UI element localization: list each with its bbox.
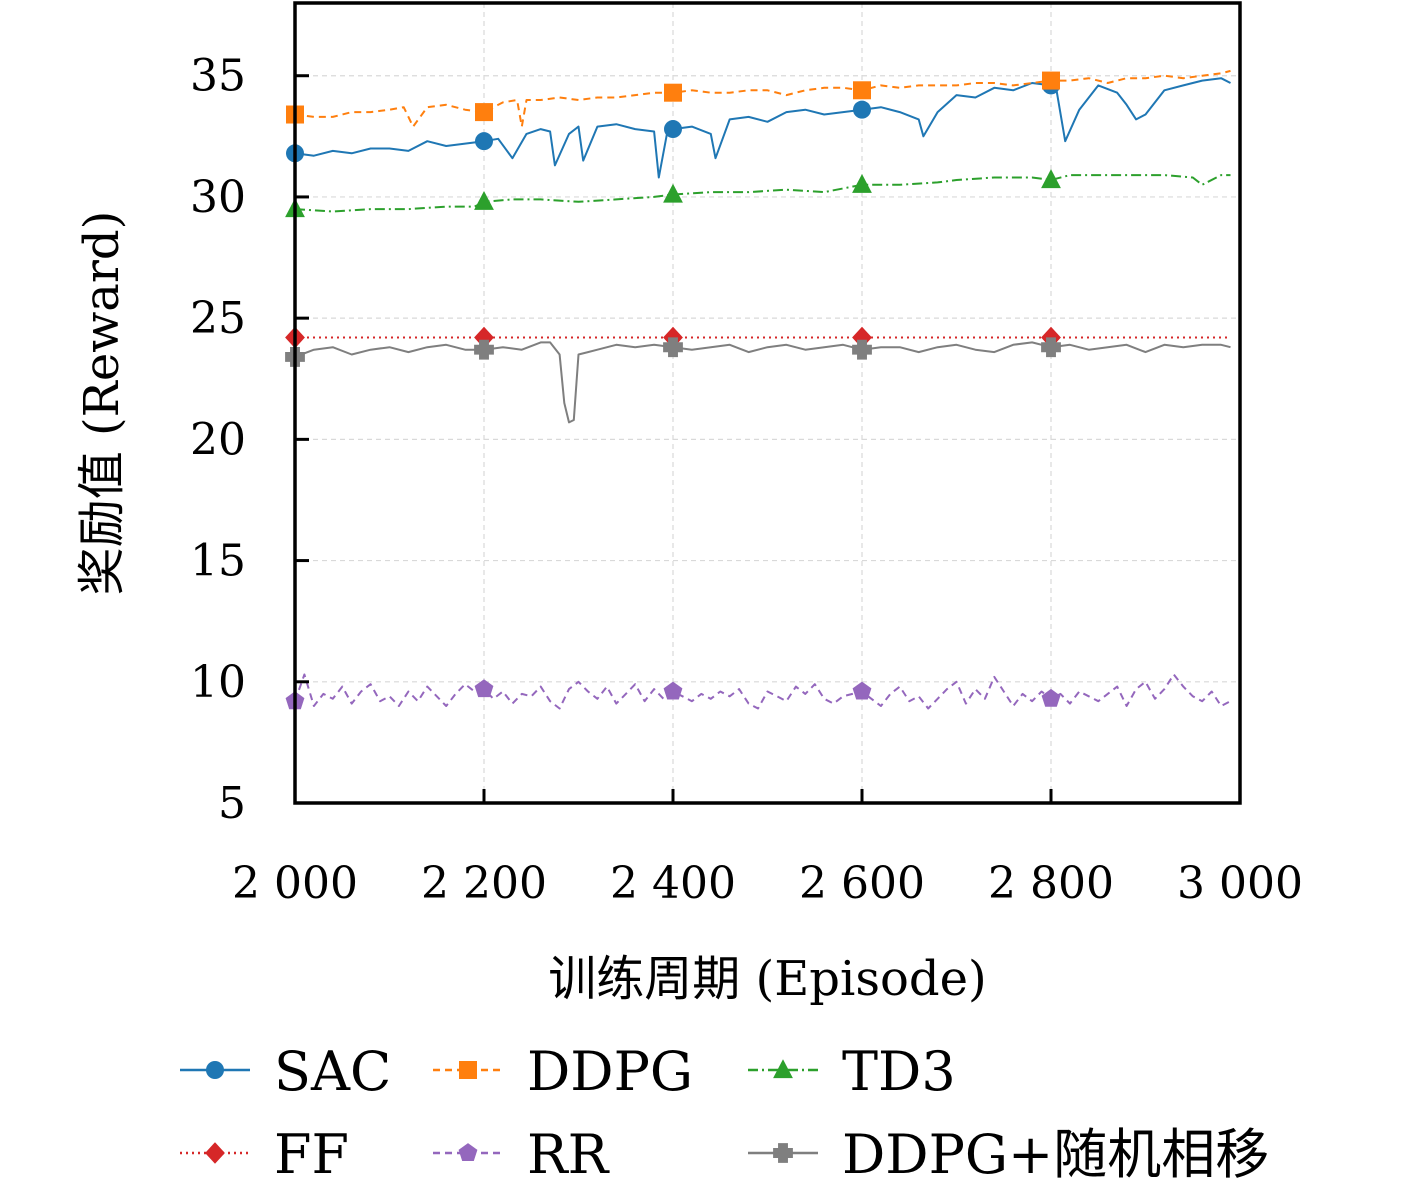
y-tick-label: 30 [190,172,246,223]
legend-label: TD3 [842,1040,956,1103]
legend-item: FF [180,1123,349,1186]
square-marker [459,1061,477,1079]
legend-label: DDPG [527,1040,693,1103]
axis-ticks [293,74,1242,805]
legend-item: RR [433,1123,610,1186]
cross-marker [474,339,494,360]
circle-marker [664,120,682,139]
x-tick-label: 3 000 [1177,858,1303,909]
circle-marker [206,1061,224,1079]
legend-label: FF [274,1123,349,1186]
legend-item: TD3 [748,1040,956,1103]
legend-item: SAC [180,1040,391,1103]
triangle-marker [474,190,494,210]
legend-label: RR [527,1123,610,1186]
diamond-marker [474,326,494,349]
series-lines [294,69,1231,710]
x-tick-label: 2 200 [421,858,547,909]
circle-marker [475,132,493,151]
cross-marker [773,1143,793,1163]
x-tick-label: 2 000 [232,858,358,909]
diamond-marker [852,326,872,349]
series-line-ddpg [294,341,1231,424]
y-tick-label: 10 [190,657,246,708]
y-tick-label: 35 [190,51,246,102]
x-tick-label: 2 600 [799,858,925,909]
triangle-marker [663,183,683,203]
series-line-rr [294,673,1231,710]
triangle-marker [1041,169,1061,189]
square-marker [664,83,682,102]
legend: SAC DDPG TD3 FF RR DDPG+随机相移 [180,1040,1269,1186]
square-marker [1042,71,1060,90]
cross-marker [852,339,872,360]
pentagon-marker [663,681,683,700]
series-line-td3 [294,174,1231,213]
series-line-ddpg [294,69,1231,128]
y-axis-title: 奖励值 (Reward) [74,211,130,596]
x-tick-label: 2 400 [610,858,736,909]
y-tick-label: 5 [218,778,246,829]
square-marker [475,103,493,122]
triangle-marker [852,174,872,193]
pentagon-marker [852,681,872,700]
circle-marker [853,100,871,119]
x-axis-title: 训练周期 (Episode) [548,951,987,1007]
cross-marker [1041,337,1061,358]
y-tick-label: 15 [190,536,246,587]
grid-lines [294,3,1241,804]
legend-label: SAC [274,1040,391,1103]
x-tick-labels: 2 000 2 200 2 400 2 600 2 800 3 000 [232,858,1303,909]
cross-marker [663,337,683,358]
pentagon-marker [1041,688,1061,707]
plot-frame [293,1,1242,805]
y-tick-label: 25 [190,293,246,344]
y-tick-labels: 5 10 15 20 25 30 35 [190,51,246,829]
legend-label: DDPG+随机相移 [842,1123,1269,1186]
x-tick-label: 2 800 [988,858,1114,909]
series-line-sac [294,77,1231,179]
square-marker [853,81,871,100]
legend-item: DDPG [433,1040,693,1103]
pentagon-marker [474,679,494,698]
y-tick-label: 20 [190,414,246,465]
diamond-marker [205,1142,225,1164]
pentagon-marker [458,1143,478,1161]
triangle-marker [773,1059,793,1079]
legend-item: DDPG+随机相移 [748,1123,1269,1186]
